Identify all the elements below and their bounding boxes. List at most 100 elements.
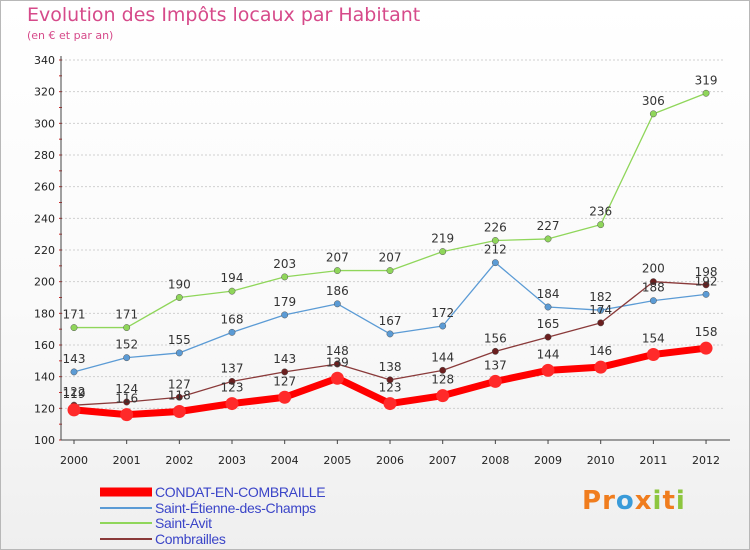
data-point: [541, 363, 555, 377]
y-tick-label: 100: [34, 434, 55, 447]
x-tick-label: 2012: [692, 454, 720, 467]
data-label: 168: [221, 312, 244, 326]
data-point: [123, 324, 131, 332]
data-label: 165: [537, 317, 560, 331]
data-label: 174: [589, 303, 612, 317]
data-label: 171: [63, 308, 86, 322]
x-tick-label: 2002: [165, 454, 193, 467]
data-label: 127: [273, 374, 296, 388]
data-point: [281, 368, 289, 376]
logo-letter: t: [662, 486, 676, 516]
data-point: [488, 374, 502, 388]
data-point: [439, 322, 447, 330]
logo-letter: x: [634, 486, 653, 516]
data-point: [597, 221, 605, 229]
data-point: [436, 389, 450, 403]
data-label: 194: [221, 271, 244, 285]
x-tick-label: 2007: [429, 454, 457, 467]
data-label: 167: [379, 314, 402, 328]
data-point: [70, 368, 78, 376]
legend-swatches: [100, 487, 152, 540]
data-label: 128: [431, 373, 454, 387]
data-point: [702, 290, 710, 298]
y-tick-label: 160: [34, 339, 55, 352]
data-label: 190: [168, 278, 191, 292]
data-point: [386, 330, 394, 338]
logo-letter: r: [602, 486, 616, 516]
data-label: 143: [63, 352, 86, 366]
data-point: [439, 366, 447, 374]
data-label: 155: [168, 333, 191, 347]
chart-title: Evolution des Impôts locaux par Habitant: [27, 4, 421, 26]
data-point: [228, 328, 236, 336]
data-point: [225, 397, 239, 411]
data-point: [281, 311, 289, 319]
y-tick-label: 140: [34, 371, 55, 384]
data-label: 139: [326, 355, 349, 369]
data-point: [228, 287, 236, 295]
data-label: 171: [115, 308, 138, 322]
data-label: 207: [379, 251, 402, 265]
data-label: 226: [484, 221, 507, 235]
data-label: 146: [589, 344, 612, 358]
data-point: [597, 319, 605, 327]
x-tick-label: 2010: [587, 454, 615, 467]
data-point: [333, 360, 341, 368]
data-point: [175, 349, 183, 357]
data-label: 184: [537, 287, 560, 301]
data-label: 219: [431, 232, 454, 246]
x-tick-label: 2001: [113, 454, 141, 467]
data-point: [702, 281, 710, 289]
data-label: 179: [273, 295, 296, 309]
x-tick-label: 2006: [376, 454, 404, 467]
data-point: [646, 348, 660, 361]
data-point: [383, 397, 397, 411]
data-label: 227: [537, 219, 560, 233]
data-point: [228, 377, 236, 385]
data-point: [172, 405, 186, 418]
data-point: [67, 403, 81, 417]
data-point: [123, 354, 131, 362]
data-label: 124: [115, 382, 138, 396]
proxiti-logo: Proxiti: [582, 486, 686, 516]
axes: 100 120 140 160 180 200 220 240 260 280 300 320 340 2…: [34, 54, 730, 467]
data-label: 152: [115, 338, 138, 352]
data-point: [597, 306, 605, 314]
data-labels: 171 171 190 194 203 207 207 219 226 227 236 306 319 1…: [63, 73, 718, 405]
data-point: [491, 259, 499, 267]
logo-letter: P: [582, 486, 603, 516]
data-label: 119: [63, 387, 86, 401]
data-label: 158: [695, 325, 718, 339]
y-tick-label: 340: [34, 54, 55, 67]
data-point: [386, 267, 394, 275]
data-point: [491, 237, 499, 244]
data-point: [278, 390, 292, 404]
y-tick-label: 240: [34, 212, 55, 225]
data-label: 186: [326, 284, 349, 298]
y-tick-label: 300: [34, 117, 55, 130]
x-tick-label: 2009: [534, 454, 562, 467]
data-point: [439, 248, 447, 256]
x-tick-label: 2000: [60, 454, 88, 467]
data-label: 144: [431, 350, 454, 364]
data-label: 319: [695, 73, 718, 87]
legend-label-condat: CONDAT-EN-COMBRAILLE: [155, 484, 326, 500]
data-label: 137: [484, 358, 507, 372]
x-tick-label: 2003: [218, 454, 246, 467]
data-point: [544, 333, 552, 341]
data-label: 188: [642, 281, 665, 295]
data-label: 154: [642, 332, 665, 346]
data-label: 122: [63, 385, 86, 399]
data-label: 306: [642, 94, 665, 108]
y-tick-label: 320: [34, 86, 55, 99]
x-tick-label: 2004: [271, 454, 299, 467]
y-tick-label: 120: [34, 402, 55, 415]
y-tick-label: 220: [34, 244, 55, 257]
data-label: 148: [326, 344, 349, 358]
data-point: [123, 398, 131, 406]
data-label: 200: [642, 262, 665, 276]
data-point: [594, 360, 608, 374]
data-label: 212: [484, 243, 507, 257]
data-point: [175, 294, 183, 301]
